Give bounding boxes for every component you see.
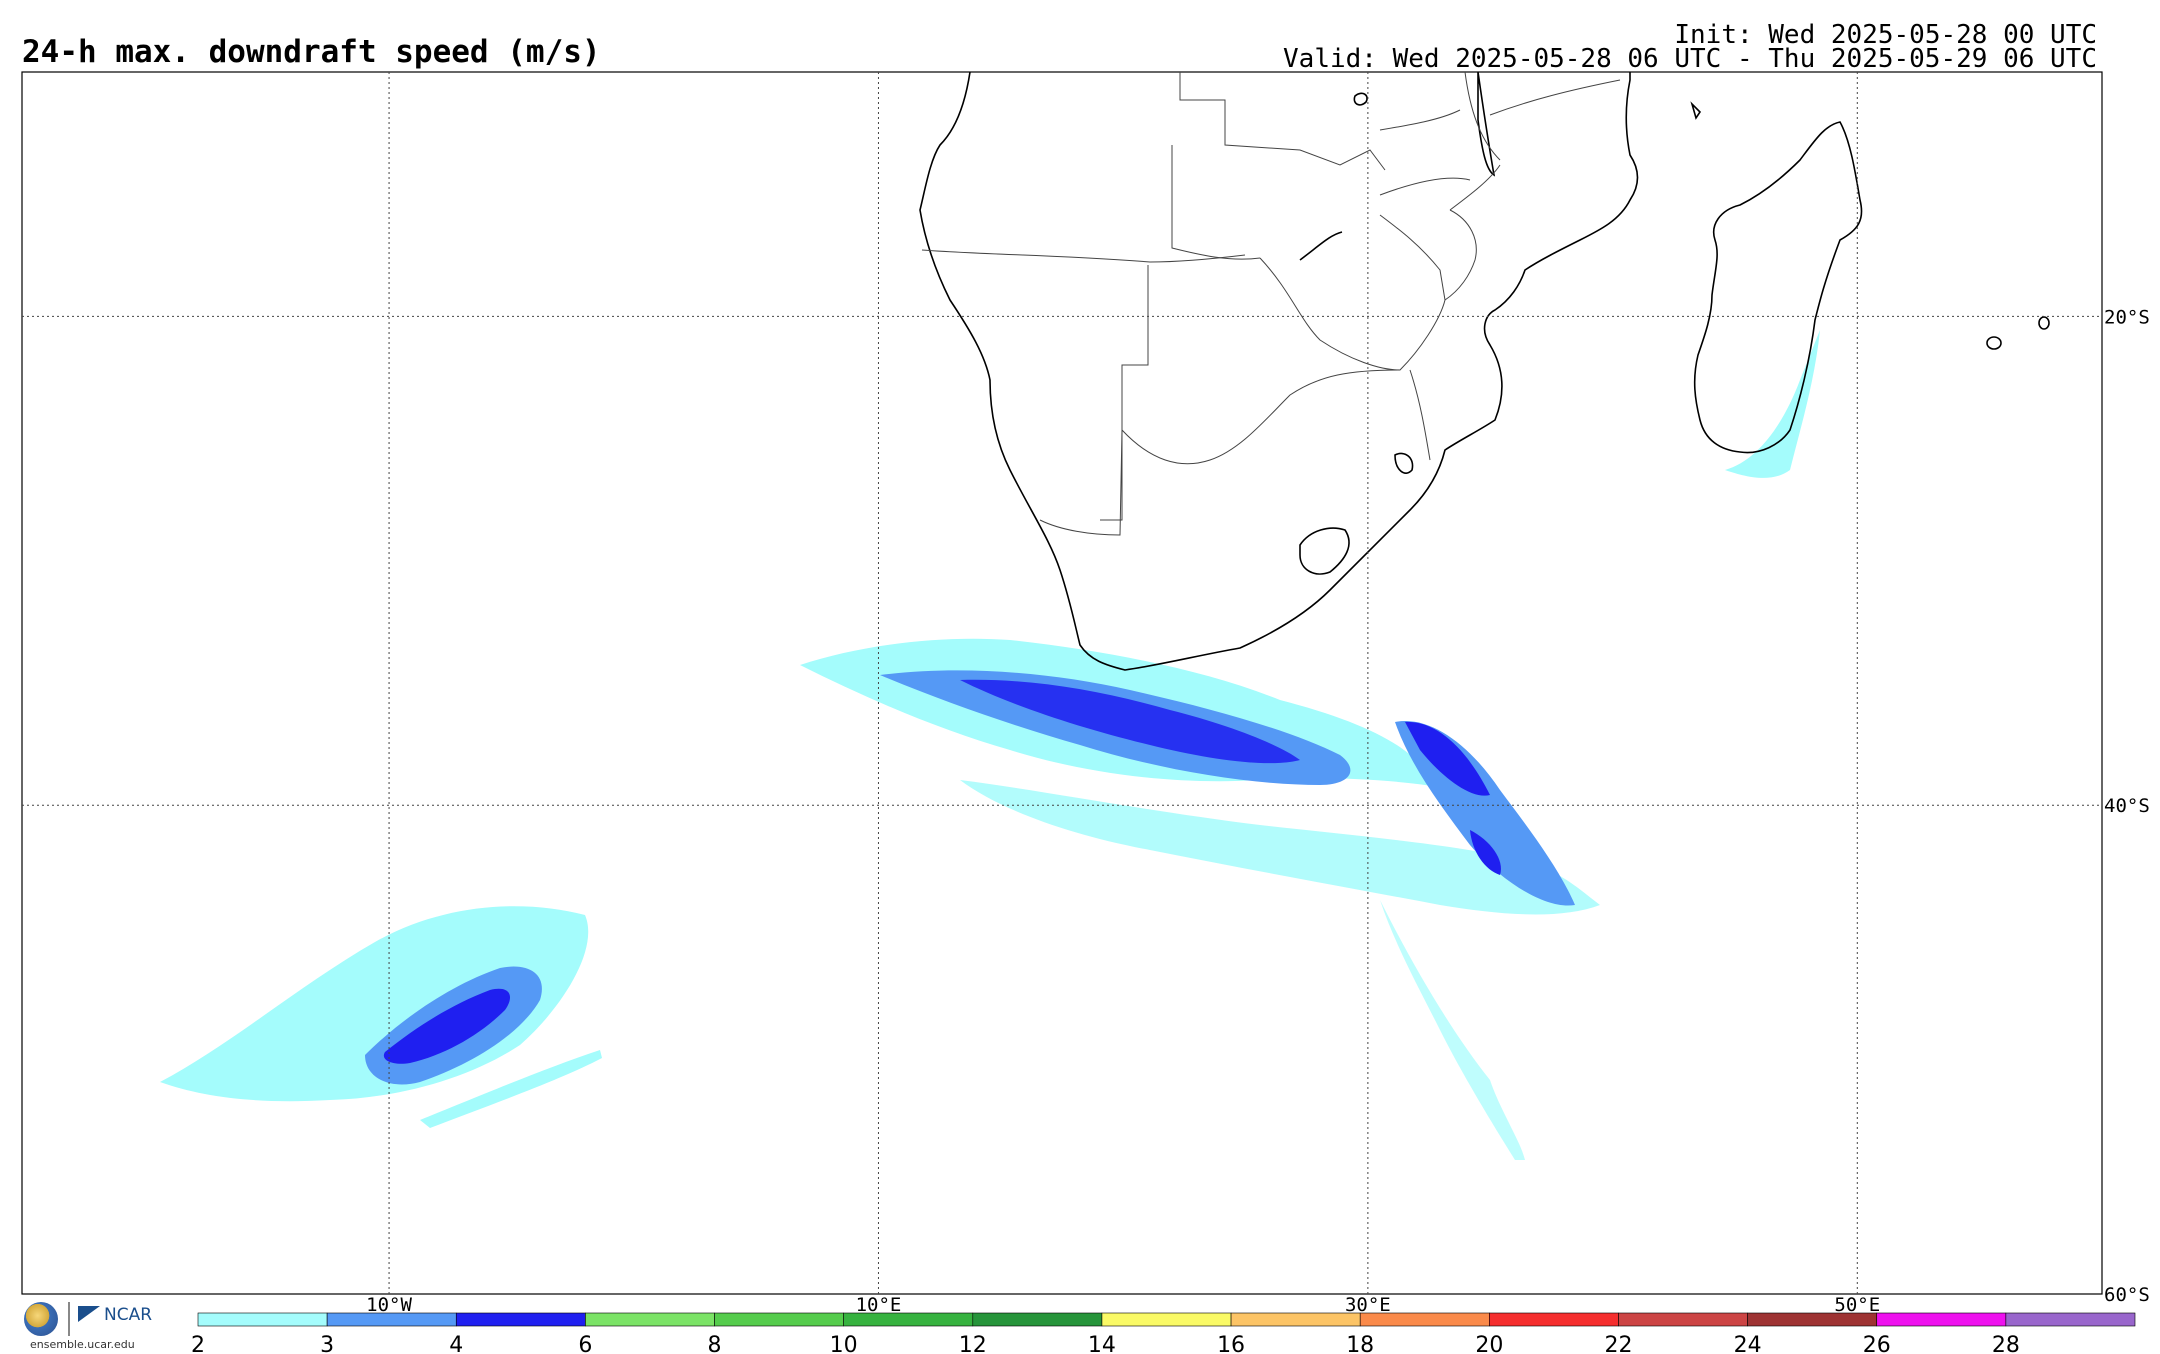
grid-labels: 10°W 10°E 30°E 50°E 20°S 40°S 60°S bbox=[366, 306, 2150, 1316]
country-borders bbox=[921, 72, 1621, 536]
lat-label: 60°S bbox=[2104, 1284, 2150, 1306]
colorbar-swatch bbox=[1618, 1312, 1748, 1327]
gridlines bbox=[22, 72, 2102, 1294]
colorbar-swatch bbox=[326, 1312, 457, 1327]
border-mozambique bbox=[1409, 209, 1477, 461]
valid-time: Valid: Wed 2025-05-28 06 UTC - Thu 2025-… bbox=[1283, 44, 2097, 74]
colorbar-tick-label: 14 bbox=[1088, 1333, 1116, 1354]
colorbar-swatch bbox=[972, 1312, 1103, 1327]
colorbar-swatch bbox=[1876, 1312, 2007, 1327]
mauritius-island bbox=[2038, 316, 2050, 330]
border-zambia bbox=[1179, 72, 1386, 171]
colorbar-swatch bbox=[197, 1312, 328, 1327]
shade-3-west-b bbox=[420, 1050, 602, 1128]
shade-6-east-b bbox=[1470, 830, 1501, 875]
border-malawi bbox=[1449, 72, 1501, 211]
reunion-island bbox=[1986, 336, 2002, 350]
colorbar: 2 3 4 6 8 10 12 14 16 18 20 22 24 26 28 bbox=[191, 1312, 2136, 1354]
border-botswana-sa bbox=[1121, 369, 1401, 465]
downdraft-shading bbox=[160, 330, 1820, 1160]
colorbar-swatch bbox=[585, 1312, 715, 1327]
shade-3-madagascar bbox=[1725, 330, 1820, 478]
border-east bbox=[1489, 79, 1621, 116]
colorbar-tick-label: 3 bbox=[320, 1333, 334, 1354]
colorbar-tick-label: 16 bbox=[1217, 1333, 1245, 1354]
lat-label: 40°S bbox=[2104, 795, 2150, 817]
ncar-logo-icon bbox=[78, 1306, 100, 1322]
lake-kariba bbox=[1299, 231, 1343, 261]
colorbar-tick-label: 22 bbox=[1604, 1333, 1632, 1354]
eswatini bbox=[1394, 452, 1414, 474]
colorbar-tick-label: 12 bbox=[959, 1333, 987, 1354]
shade-3-africa-south bbox=[960, 780, 1600, 915]
colorbar-swatch bbox=[843, 1312, 974, 1327]
border-namibia-botswana bbox=[1100, 265, 1149, 521]
lon-label: 10°W bbox=[366, 1294, 412, 1316]
shade-6-east bbox=[1405, 721, 1490, 796]
lon-label: 50°E bbox=[1834, 1294, 1880, 1316]
init-time: Init: Wed 2025-05-28 00 UTC bbox=[1674, 20, 2097, 50]
colorbar-tick-label: 18 bbox=[1346, 1333, 1374, 1354]
lon-label: 30°E bbox=[1345, 1294, 1391, 1316]
colorbar-swatch bbox=[1230, 1312, 1361, 1327]
colorbar-tick-label: 26 bbox=[1863, 1333, 1891, 1354]
colorbar-tick-label: 8 bbox=[708, 1333, 722, 1354]
logo-divider bbox=[68, 1302, 70, 1336]
lake-victoria bbox=[1353, 92, 1368, 106]
colorbar-swatch bbox=[1359, 1312, 1490, 1327]
colorbar-swatch bbox=[1101, 1312, 1232, 1327]
border-angola-namibia bbox=[921, 249, 1246, 263]
shade-6-africa bbox=[960, 679, 1300, 764]
coastlines bbox=[919, 72, 2050, 671]
border-sa-namibia bbox=[1039, 429, 1123, 536]
colorbar-tick-label: 10 bbox=[830, 1333, 858, 1354]
ncar-logo-text: NCAR bbox=[104, 1305, 153, 1325]
ensemble-url: ensemble.ucar.edu bbox=[30, 1338, 135, 1351]
colorbar-tick-label: 24 bbox=[1734, 1333, 1762, 1354]
shade-3-trail bbox=[1380, 900, 1525, 1160]
colorbar-tick-label: 4 bbox=[449, 1333, 463, 1354]
lesotho bbox=[1299, 527, 1350, 575]
colorbar-swatch bbox=[2005, 1312, 2136, 1327]
colorbar-swatch bbox=[455, 1312, 586, 1327]
border-angola-zambia bbox=[1171, 145, 1261, 260]
lat-label: 20°S bbox=[2104, 306, 2150, 328]
colorbar-tick-label: 2 bbox=[191, 1333, 205, 1354]
africa-coast bbox=[919, 72, 1639, 671]
nsf-seal-icon bbox=[24, 1302, 58, 1336]
colorbar-swatch bbox=[1747, 1312, 1878, 1327]
madagascar-coast bbox=[1693, 121, 1863, 454]
colorbar-tick-label: 28 bbox=[1992, 1333, 2020, 1354]
lake-malawi bbox=[1477, 72, 1496, 177]
border-tanzania bbox=[1379, 109, 1471, 196]
comoros-island bbox=[1690, 101, 1702, 120]
colorbar-swatch bbox=[714, 1312, 844, 1327]
colorbar-tick-label: 20 bbox=[1475, 1333, 1503, 1354]
shade-6-west bbox=[383, 988, 510, 1064]
colorbar-tick-label: 6 bbox=[578, 1333, 592, 1354]
lon-label: 10°E bbox=[856, 1294, 902, 1316]
chart-title: 24-h max. downdraft speed (m/s) bbox=[22, 34, 601, 70]
colorbar-swatch bbox=[1489, 1312, 1619, 1327]
